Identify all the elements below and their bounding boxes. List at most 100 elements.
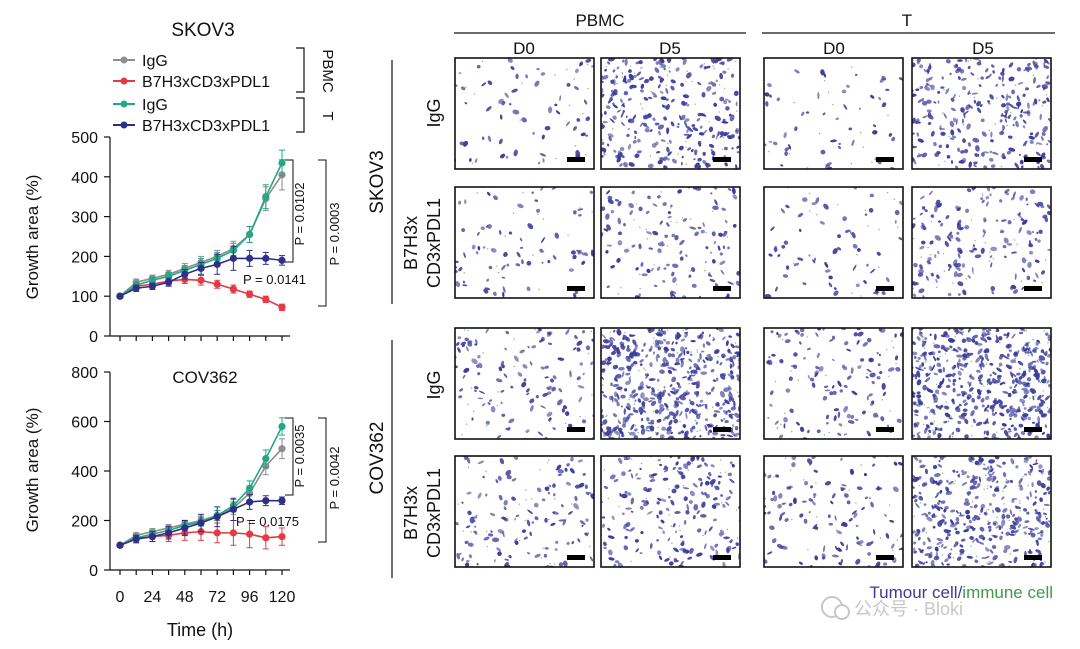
data-point xyxy=(246,290,254,298)
data-point xyxy=(197,519,205,527)
scale-bar xyxy=(713,427,731,432)
data-point xyxy=(278,445,286,453)
scale-bar xyxy=(876,427,894,432)
scale-bar xyxy=(1024,555,1042,560)
data-point xyxy=(278,256,286,264)
micrograph-panel xyxy=(763,186,904,299)
micrograph-panel xyxy=(454,455,595,568)
scale-bar xyxy=(876,286,894,291)
x-tick-label: 24 xyxy=(144,589,162,606)
panel-border xyxy=(763,186,904,299)
data-point xyxy=(229,285,237,293)
series-3 xyxy=(116,494,286,549)
row-label: B7H3x xyxy=(401,216,421,270)
data-point xyxy=(181,524,189,532)
micrograph-panel xyxy=(763,327,904,440)
y-axis-label: Growth area (%) xyxy=(23,175,42,300)
scale-bar xyxy=(1024,286,1042,291)
p-value-annotation: P = 0.0035 xyxy=(292,424,307,487)
data-point xyxy=(262,295,270,303)
scale-bar xyxy=(876,157,894,162)
y-ticks: 0 100 200 300 400 500 xyxy=(71,130,110,346)
micrograph-panel xyxy=(911,327,1052,440)
chart-skov3: SKOV3 IgG B7H3xCD3xPDL1 IgG B7H3xCD3xPDL… xyxy=(23,20,342,346)
column-label: D0 xyxy=(513,39,535,58)
row-label: CD3xPDL1 xyxy=(424,198,444,288)
legend-group-pbmc: PBMC xyxy=(319,49,336,93)
panel-border xyxy=(454,327,595,440)
micrograph-panel xyxy=(911,455,1052,568)
panel-border xyxy=(763,455,904,568)
sig-bracket xyxy=(318,417,327,543)
legend-group-t: T xyxy=(319,111,336,120)
panel-border xyxy=(600,186,741,299)
chart-cov362: COV362 0 200 400 600 800 0 24 48 72 96 1… xyxy=(23,365,342,640)
data-point xyxy=(229,529,237,537)
x-tick-label: 0 xyxy=(116,589,125,606)
data-point xyxy=(278,532,286,541)
scale-bar xyxy=(567,555,585,560)
legend-label-bite-pbmc: B7H3xCD3xPDL1 xyxy=(142,74,270,91)
column-label: D5 xyxy=(659,39,681,58)
data-point xyxy=(262,534,270,542)
scale-bar xyxy=(876,555,894,560)
micrograph-panel xyxy=(600,455,741,568)
p-value-annotation: P = 0.0042 xyxy=(327,446,342,509)
series-3 xyxy=(116,245,286,300)
row-label: IgG xyxy=(424,98,444,127)
legend-marker-bite-pbmc xyxy=(120,77,128,85)
micrograph-panel xyxy=(600,327,741,440)
watermark-text: 公众号 · Bloki xyxy=(854,599,963,619)
legend-bracket-pbmc xyxy=(296,47,305,93)
data-point xyxy=(181,270,189,278)
data-point xyxy=(213,260,221,268)
legend-marker-igg-t xyxy=(120,100,128,108)
micrograph-panels xyxy=(454,57,1052,568)
section-label-cov362: COV362 xyxy=(367,422,388,495)
scale-bar xyxy=(713,157,731,162)
data-point xyxy=(116,292,124,300)
legend-label-bite-t: B7H3xCD3xPDL1 xyxy=(142,118,270,135)
column-label: D0 xyxy=(823,39,845,58)
panel-border xyxy=(911,327,1052,440)
row-label: CD3xPDL1 xyxy=(424,468,444,558)
panel-border xyxy=(454,57,595,170)
micrograph-panel xyxy=(454,57,595,170)
series-group xyxy=(116,149,286,341)
data-point xyxy=(246,484,254,492)
y-axis-label: Growth area (%) xyxy=(23,408,42,533)
row-label: IgG xyxy=(424,370,444,399)
data-point xyxy=(213,529,221,537)
group-label-pbmc: PBMC xyxy=(575,11,624,30)
panel-border xyxy=(454,455,595,568)
data-point xyxy=(246,498,254,506)
panel-border xyxy=(600,57,741,170)
data-point xyxy=(132,535,140,543)
data-point xyxy=(229,505,237,513)
legend-label-igg-pbmc: IgG xyxy=(142,53,168,70)
micrograph-panel xyxy=(454,186,595,299)
legend-immune-cell: immune cell xyxy=(962,583,1053,602)
micrograph-grid: PBMC T D0 D5 D0 D5 SKOV3 COV362 IgG B7H3… xyxy=(367,11,1055,602)
legend-marker-igg-pbmc xyxy=(120,56,128,64)
chart-title-cov362: COV362 xyxy=(172,368,237,387)
data-point xyxy=(165,529,173,537)
data-point xyxy=(132,284,140,292)
micrograph-panel xyxy=(454,327,595,440)
panel-border xyxy=(600,327,741,440)
chart-title-skov3: SKOV3 xyxy=(171,20,234,41)
panel-border xyxy=(763,57,904,170)
data-point xyxy=(278,497,286,505)
y-tick-label: 600 xyxy=(71,415,98,432)
watermark: 公众号 · Bloki xyxy=(821,596,963,620)
micrograph-panel xyxy=(600,186,741,299)
legend-bracket-t xyxy=(296,97,305,133)
column-label: D5 xyxy=(972,39,994,58)
data-point xyxy=(213,513,221,521)
legend: IgG B7H3xCD3xPDL1 IgG B7H3xCD3xPDL1 PBMC… xyxy=(113,47,336,135)
scale-bar xyxy=(1024,427,1042,432)
scale-bar xyxy=(567,286,585,291)
p-value-annotation: P = 0.0141 xyxy=(243,272,306,287)
y-tick-label: 200 xyxy=(71,249,98,266)
